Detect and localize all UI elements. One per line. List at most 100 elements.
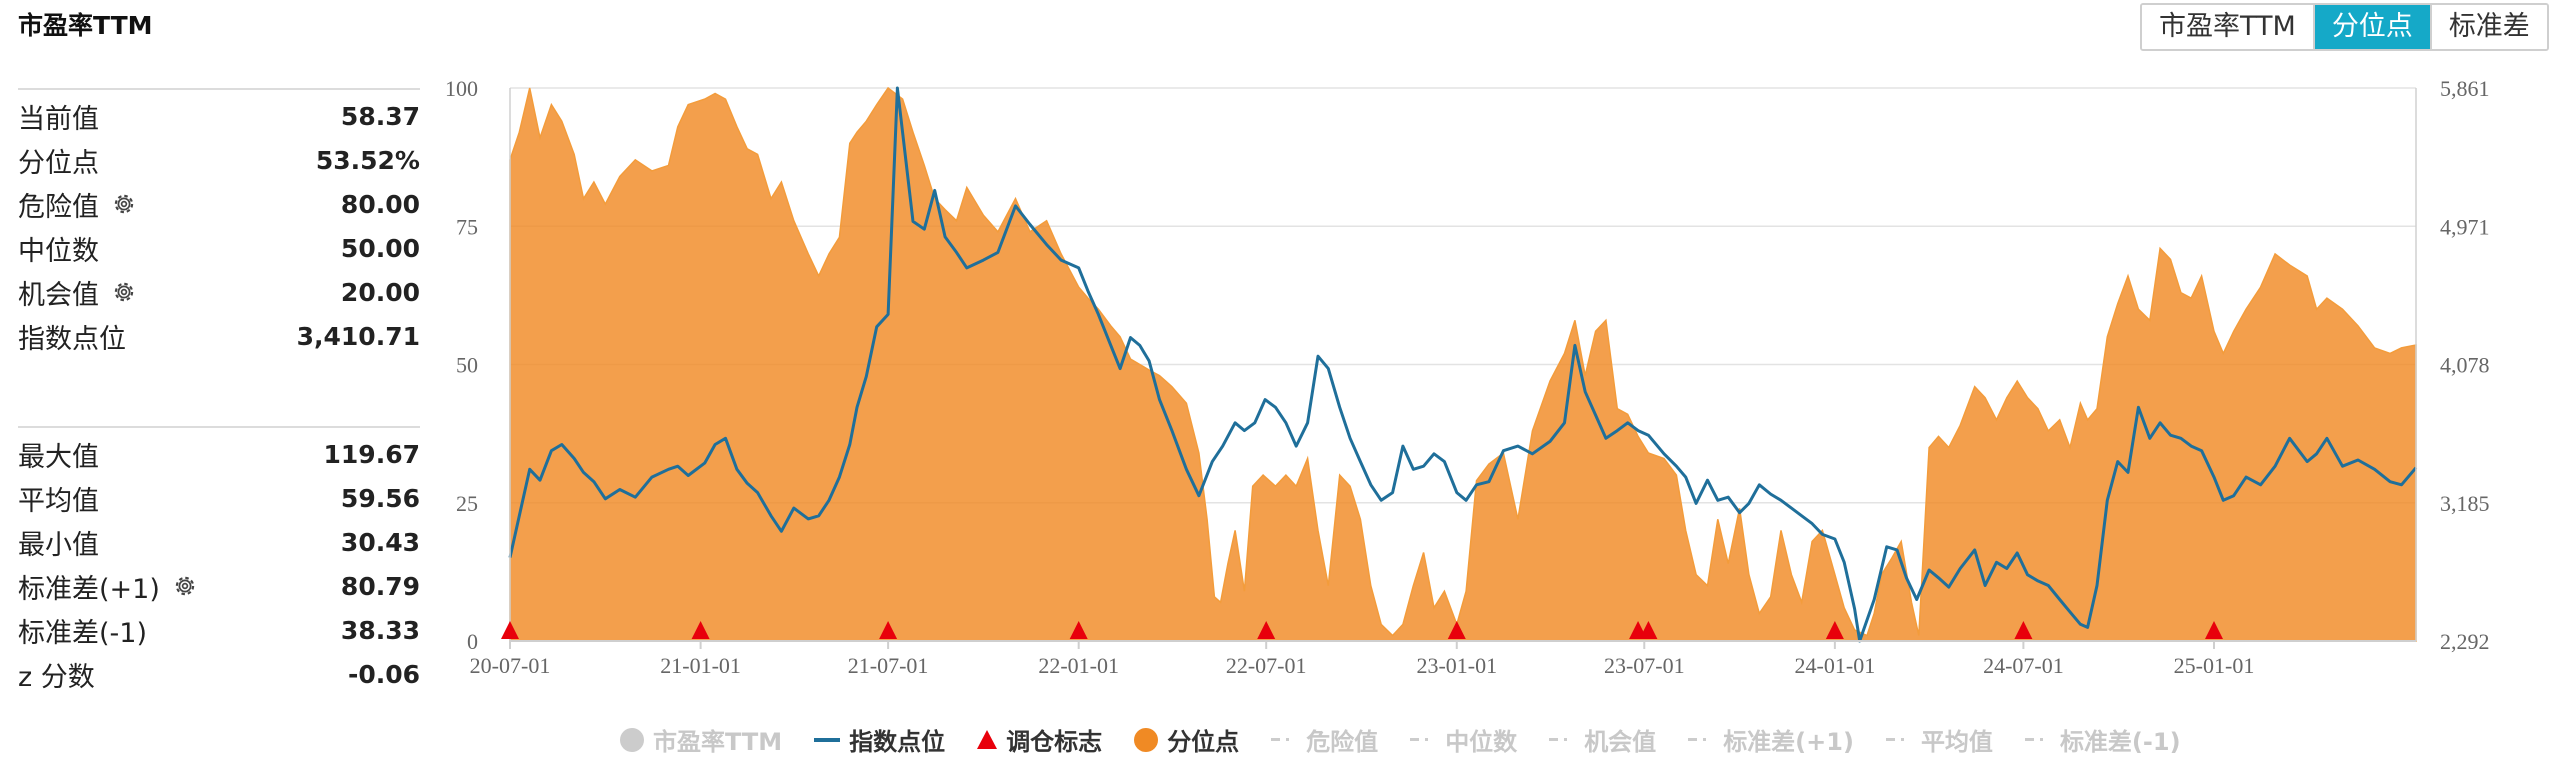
y-left-tick-label: 25	[456, 491, 478, 516]
view-tabs: 市盈率TTM 分位点 标准差	[2140, 3, 2549, 51]
legend-label: 机会值	[1584, 728, 1657, 756]
stat-label-text: 指数点位	[18, 323, 126, 355]
stat-label-text: 当前值	[18, 103, 99, 135]
stat-value: 59.56	[340, 483, 420, 513]
stat-label: 标准差(-1)	[18, 611, 147, 650]
legend-label: 调仓标志	[1006, 728, 1103, 756]
x-tick-label: 22-01-01	[1038, 653, 1119, 678]
legend-item[interactable]: 市盈率TTM	[620, 722, 782, 757]
x-tick-label: 25-01-01	[2174, 653, 2255, 678]
legend-item[interactable]: 标准差(-1)	[2024, 722, 2181, 757]
legend-label: 平均值	[1920, 728, 1993, 756]
y-right-tick-label: 3,185	[2440, 491, 2490, 516]
legend-item[interactable]: 平均值	[1885, 722, 1993, 757]
legend-label: 标准差(+1)	[1723, 728, 1854, 756]
rebalance-marker	[1447, 621, 1466, 639]
y-right-tick-label: 5,861	[2440, 76, 2490, 101]
legend-dot-icon	[620, 727, 644, 752]
stat-row: 标准差(-1) 38.33	[18, 608, 420, 652]
stat-label-text: 最小值	[18, 529, 99, 561]
stat-value: 53.52%	[315, 145, 420, 175]
legend-dash-icon	[1885, 738, 1912, 741]
x-tick-label: 23-07-01	[1604, 653, 1685, 678]
stat-label: 指数点位	[18, 317, 126, 356]
stat-value: 3,410.71	[296, 321, 420, 351]
stat-row: 中位数 50.00	[18, 226, 420, 270]
x-tick-label: 21-01-01	[660, 653, 741, 678]
stat-label-text: 标准差(+1)	[18, 573, 160, 605]
x-tick-label: 20-07-01	[470, 653, 551, 678]
legend-dash-icon	[1410, 738, 1437, 741]
chart-plot: 0 25 50 75 100 2,292 3,185 4,078 4,971 5,861 20-07…	[445, 76, 2490, 678]
tab-percentile[interactable]: 分位点	[2312, 5, 2430, 49]
y-right-tick-label: 2,292	[2440, 629, 2490, 654]
rebalance-marker	[691, 621, 710, 639]
y-right-tick-label: 4,078	[2440, 353, 2490, 378]
legend-dash-icon	[1688, 738, 1715, 741]
stat-value: 119.67	[323, 439, 420, 469]
stat-row: 平均值 59.56	[18, 476, 420, 520]
rebalance-marker	[1825, 621, 1844, 639]
stat-row: z 分数 -0.06	[18, 652, 420, 696]
tab-pe-ttm[interactable]: 市盈率TTM	[2142, 5, 2313, 49]
stat-label-text: 中位数	[18, 235, 99, 267]
x-tick-label: 24-01-01	[1795, 653, 1876, 678]
rebalance-marker	[879, 621, 898, 639]
legend-item[interactable]: 分位点	[1134, 722, 1239, 757]
legend-dash-icon	[1271, 738, 1298, 741]
stat-label: 最小值	[18, 523, 99, 562]
y-left-tick-label: 100	[445, 76, 478, 101]
stats-panel-current: 当前值 58.37 分位点 53.52% 危险值 80.00 中位数 50.00 机会值 20.0…	[18, 88, 420, 358]
stat-label: 分位点	[18, 141, 99, 180]
stat-value: 80.00	[340, 189, 420, 219]
legend-item[interactable]: 标准差(+1)	[1688, 722, 1854, 757]
legend-item[interactable]: 机会值	[1549, 722, 1656, 757]
stat-value: 50.00	[340, 233, 420, 263]
gear-icon[interactable]	[111, 191, 137, 217]
rebalance-marker	[1639, 621, 1658, 639]
legend-dash-icon	[2024, 738, 2051, 741]
legend-item[interactable]: 危险值	[1271, 722, 1378, 757]
legend-item[interactable]: 指数点位	[814, 722, 945, 757]
tab-std-dev[interactable]: 标准差	[2429, 5, 2547, 49]
legend-label: 分位点	[1167, 728, 1240, 756]
stat-row: 危险值 80.00	[18, 182, 420, 226]
rebalance-marker	[2205, 621, 2224, 639]
rebalance-marker	[501, 621, 519, 639]
stat-row: 分位点 53.52%	[18, 138, 420, 182]
legend-label: 中位数	[1445, 728, 1518, 756]
y-left-tick-label: 0	[467, 629, 478, 654]
stat-value: 58.37	[340, 101, 420, 131]
stat-row: 最大值 119.67	[18, 432, 420, 476]
gear-icon[interactable]	[172, 573, 198, 599]
stat-label: 危险值	[18, 185, 137, 224]
stat-label: 标准差(+1)	[18, 567, 198, 606]
legend-label: 指数点位	[849, 728, 946, 756]
chart-title: 市盈率TTM	[18, 11, 153, 40]
legend-triangle-icon	[977, 730, 998, 749]
stat-label: 机会值	[18, 273, 137, 312]
stat-value: -0.06	[347, 659, 420, 689]
gear-icon[interactable]	[111, 279, 137, 305]
legend-item[interactable]: 调仓标志	[977, 722, 1102, 757]
stat-label: 平均值	[18, 479, 99, 518]
stat-label-text: 标准差(-1)	[18, 617, 147, 649]
stat-value: 38.33	[340, 615, 420, 645]
stat-label-text: 分位点	[18, 147, 99, 179]
y-left-tick-label: 75	[456, 214, 478, 239]
y-right-tick-label: 4,971	[2440, 214, 2490, 239]
stat-label-text: 危险值	[18, 191, 99, 223]
x-tick-label: 24-07-01	[1983, 653, 2064, 678]
stat-row: 机会值 20.00	[18, 270, 420, 314]
legend-item[interactable]: 中位数	[1410, 722, 1517, 757]
stat-label: 最大值	[18, 435, 99, 474]
index-line	[508, 86, 2418, 643]
chart-legend: 市盈率TTM 指数点位 调仓标志 分位点 危险值 中位数 机会值 标准差(+1) 平均值 标准差(…	[620, 722, 2181, 757]
legend-label: 市盈率TTM	[653, 728, 783, 756]
stat-label-text: 机会值	[18, 279, 99, 311]
stat-value: 30.43	[340, 527, 420, 557]
rebalance-marker	[1257, 621, 1276, 639]
stat-label-text: 平均值	[18, 485, 99, 517]
percentile-area	[509, 86, 2417, 642]
legend-dot-icon	[1134, 727, 1159, 752]
